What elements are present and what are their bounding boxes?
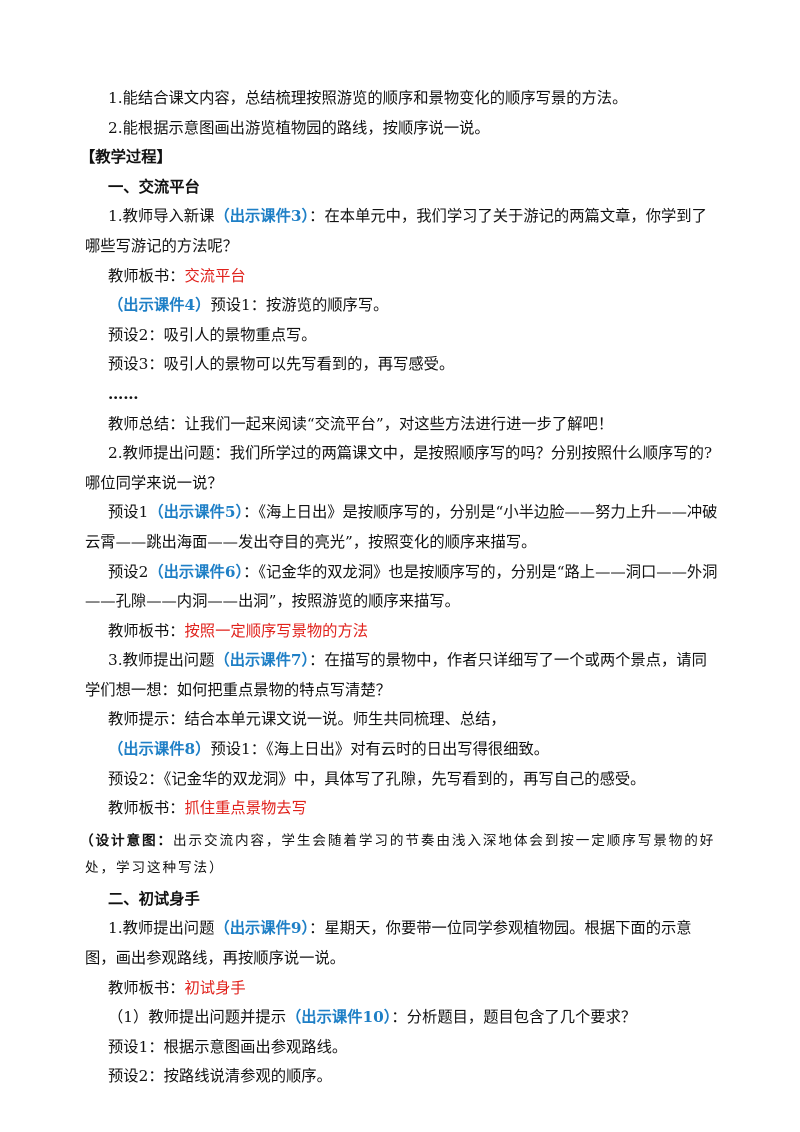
paragraph: 预设2：按路线说清参观的顺序。	[85, 1062, 719, 1092]
paragraph: 预设2：吸引人的景物重点写。	[85, 321, 719, 351]
slide-ref: （出示课件4）	[108, 296, 211, 315]
paragraph: 2.教师提出问题：我们所学过的两篇课文中，是按照顺序写的吗？分别按照什么顺序写的…	[85, 439, 719, 498]
paragraph: 1.教师提出问题（出示课件9）：星期天，你要带一位同学参观植物园。根据下面的示意…	[85, 914, 719, 973]
objective: 1.能结合课文内容，总结梳理按照游览的顺序和景物变化的顺序写景的方法。	[85, 84, 719, 114]
paragraph: 预设3：吸引人的景物可以先写看到的，再写感受。	[85, 350, 719, 380]
paragraph: 预设1：根据示意图画出参观路线。	[85, 1033, 719, 1063]
slide-ref: （出示课件6）	[148, 562, 244, 581]
text: 教师提示：结合本单元课文说一说。师生共同梳理、总结，	[108, 710, 506, 729]
text: ：在描写的景物中，作者只详细写了一个或两个景点，请同学们想一想：如何把重点景物的…	[85, 651, 707, 699]
text: 教师板书：	[108, 978, 185, 997]
text: 2.教师提出问题：我们所学过的两篇课文中，是按照顺序写的吗？分别按照什么顺序写的…	[85, 444, 713, 492]
paragraph: （1）教师提出问题并提示（出示课件10）：分析题目，题目包含了几个要求？	[85, 1003, 719, 1033]
paragraph: 教师板书：初试身手	[85, 974, 719, 1004]
text: ……	[108, 384, 139, 403]
paragraph: （出示课件8）预设1：《海上日出》对有云时的日出写得很细致。	[85, 735, 719, 765]
text: 预设2：按路线说清参观的顺序。	[108, 1067, 332, 1086]
paragraph: 教师板书：按照一定顺序写景物的方法	[85, 617, 719, 647]
paragraph: 1.教师导入新课（出示课件3）：在本单元中，我们学习了关于游记的两篇文章，你学到…	[85, 202, 719, 261]
text: 教师总结：让我们一起来阅读“交流平台”，对这些方法进行进一步了解吧！	[108, 414, 614, 433]
slide-ref: （出示课件10）	[286, 1008, 392, 1027]
text: 预设1：《海上日出》对有云时的日出写得很细致。	[210, 740, 550, 759]
slide-ref: （出示课件5）	[148, 503, 244, 522]
subheading: 二、初试身手	[85, 885, 719, 915]
text: ：在本单元中，我们学习了关于游记的两篇文章，你学到了哪些写游记的方法呢？	[85, 207, 707, 255]
paragraph: 教师板书：交流平台	[85, 262, 719, 292]
objective: 2.能根据示意图画出游览植物园的路线，按顺序说一说。	[85, 114, 719, 144]
text: 教师板书：	[108, 799, 185, 818]
paragraph: 预设2：《记金华的双龙洞》中，具体写了孔隙，先写看到的，再写自己的感受。	[85, 765, 719, 795]
board-text: 交流平台	[184, 266, 246, 285]
paragraph: 教师板书：抓住重点景物去写	[85, 794, 719, 824]
paragraph: 教师总结：让我们一起来阅读“交流平台”，对这些方法进行进一步了解吧！	[85, 410, 719, 440]
text: 1.教师导入新课	[108, 207, 215, 226]
paragraph: 预设1（出示课件5）：《海上日出》是按顺序写的，分别是“小半边脸——努力上升——…	[85, 498, 719, 557]
text: 预设2：吸引人的景物重点写。	[108, 325, 317, 344]
text: 二、初试身手	[108, 889, 200, 908]
slide-ref: （出示课件9）	[214, 919, 310, 938]
text: ：分析题目，题目包含了几个要求？	[391, 1008, 637, 1027]
text: 预设2	[108, 562, 149, 581]
text: 预设1	[108, 503, 149, 522]
paragraph: 预设2（出示课件6）：《记金华的双龙洞》也是按顺序写的，分别是“路上——洞口——…	[85, 558, 719, 617]
subheading: 一、交流平台	[85, 173, 719, 203]
paragraph: 3.教师提出问题（出示课件7）：在描写的景物中，作者只详细写了一个或两个景点，请…	[85, 646, 719, 705]
section-heading: 【教学过程】	[80, 143, 719, 173]
text: 预设3：吸引人的景物可以先写看到的，再写感受。	[108, 355, 455, 374]
slide-ref: （出示课件7）	[214, 651, 310, 670]
text: 预设1：根据示意图画出参观路线。	[108, 1037, 348, 1056]
board-text: 按照一定顺序写景物的方法	[184, 621, 369, 640]
text: 预设2：《记金华的双龙洞》中，具体写了孔隙，先写看到的，再写自己的感受。	[108, 769, 646, 788]
text: ：星期天，你要带一位同学参观植物园。根据下面的示意图，画出参观路线，再按顺序说一…	[85, 919, 692, 968]
slide-ref: （出示课件3）	[214, 207, 310, 226]
text: 3.教师提出问题	[108, 651, 215, 670]
board-text: 抓住重点景物去写	[184, 799, 307, 818]
paragraph: ……	[85, 380, 719, 410]
text: ：《海上日出》是按顺序写的，分别是“小半边脸——努力上升——冲破云霄——跳出海面…	[85, 503, 718, 551]
text: 预设1：按游览的顺序写。	[210, 296, 389, 315]
text: 出示交流内容，学生会随着学习的节奏由浅入深地体会到按一定顺序写景物的好处，学习这…	[85, 832, 716, 876]
text: 1.教师提出问题	[108, 919, 215, 938]
paragraph: （出示课件4）预设1：按游览的顺序写。	[85, 291, 719, 321]
slide-ref: （出示课件8）	[108, 740, 211, 759]
text: 1.能结合课文内容，总结梳理按照游览的顺序和景物变化的顺序写景的方法。	[108, 89, 628, 107]
text: 教师板书：	[108, 266, 185, 285]
document: 1.能结合课文内容，总结梳理按照游览的顺序和景物变化的顺序写景的方法。 2.能根…	[80, 84, 719, 1092]
board-text: 初试身手	[184, 978, 246, 997]
design-note: （设计意图：出示交流内容，学生会随着学习的节奏由浅入深地体会到按一定顺序写景物的…	[80, 828, 719, 882]
note-label: （设计意图：	[80, 832, 173, 849]
text: （1）教师提出问题并提示	[108, 1008, 286, 1027]
paragraph: 教师提示：结合本单元课文说一说。师生共同梳理、总结，	[85, 705, 719, 735]
text: 教师板书：	[108, 621, 185, 640]
text: 【教学过程】	[80, 148, 172, 167]
text: 一、交流平台	[108, 177, 200, 196]
text: ：《记金华的双龙洞》也是按顺序写的，分别是“路上——洞口——外洞——孔隙——内洞…	[85, 562, 718, 611]
text: 2.能根据示意图画出游览植物园的路线，按顺序说一说。	[108, 118, 490, 137]
